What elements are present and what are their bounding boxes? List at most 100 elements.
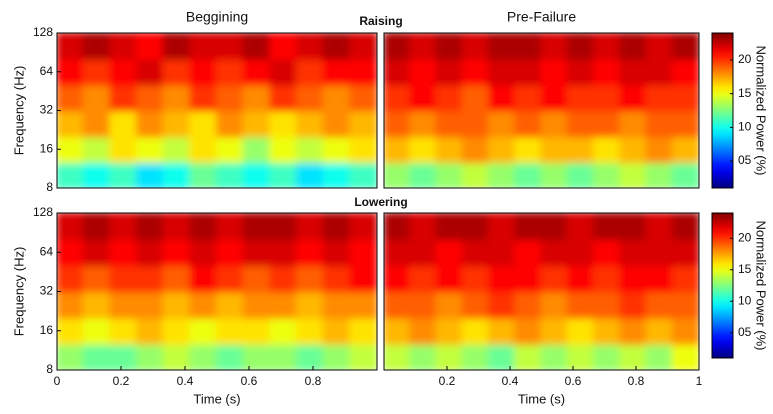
heatmap-cell <box>435 57 464 86</box>
heatmap-cell <box>162 161 192 188</box>
heatmap-cell <box>269 57 298 86</box>
heatmap-cell <box>162 83 192 112</box>
heatmap-cell <box>593 316 622 345</box>
heatmap-cell <box>514 83 543 112</box>
heatmap-cell <box>435 264 464 293</box>
heatmap-cell <box>322 316 352 345</box>
heatmap-cell <box>136 342 165 370</box>
heatmap-cell <box>57 213 85 241</box>
heatmap-cell <box>409 342 438 370</box>
heatmap-cell <box>296 109 325 138</box>
heatmap-cell <box>566 342 595 370</box>
heatmap-cell <box>82 135 112 164</box>
x-tick-label: 1 <box>696 374 703 388</box>
heatmap-cell <box>619 264 648 293</box>
heatmap-cell <box>566 161 595 188</box>
heatmap-cell <box>109 33 138 60</box>
heatmap-cell <box>349 290 377 319</box>
heatmap-cell <box>349 213 377 241</box>
heatmap-cell <box>384 213 412 241</box>
y-tick-label: 16 <box>40 141 54 155</box>
heatmap-cell <box>162 33 192 60</box>
heatmap-cell <box>216 316 245 345</box>
heatmap-cell <box>82 290 112 319</box>
heatmap-cell <box>409 213 438 241</box>
heatmap-cell <box>322 213 352 241</box>
heatmap-cell <box>645 213 674 241</box>
heatmap-cell <box>322 109 352 138</box>
row-title: Lowering <box>354 195 407 209</box>
heatmap-cell <box>109 238 138 267</box>
heatmap-cell <box>566 83 595 112</box>
heatmap-cell <box>242 316 272 345</box>
colorbar-tick-label: 20 <box>738 52 752 66</box>
heatmap-cell <box>82 316 112 345</box>
heatmap-cell <box>349 57 377 86</box>
heatmap-cell <box>136 57 165 86</box>
heatmap-cell <box>82 161 112 188</box>
heatmap-cell <box>269 290 298 319</box>
heatmap-cell <box>488 161 517 188</box>
heatmap-cell <box>189 290 218 319</box>
heatmap <box>57 33 377 188</box>
heatmap-cell <box>216 83 245 112</box>
heatmap-cell <box>242 264 272 293</box>
heatmap-cell <box>435 290 464 319</box>
heatmap-cell <box>671 57 699 86</box>
heatmap-cell <box>514 290 543 319</box>
heatmap-cell <box>461 213 490 241</box>
heatmap-cell <box>461 135 490 164</box>
heatmap-cell <box>671 264 699 293</box>
x-tick-label: 0.6 <box>565 374 582 388</box>
heatmap-cell <box>349 33 377 60</box>
heatmap-cell <box>461 238 490 267</box>
heatmap-cell <box>645 57 674 86</box>
colorbar-tick-label: 20 <box>738 230 752 244</box>
heatmap-cell <box>349 342 377 370</box>
x-tick-label: 0.8 <box>305 374 322 388</box>
heatmap-cell <box>619 213 648 241</box>
heatmap-cell <box>645 33 674 60</box>
heatmap-cell <box>461 161 490 188</box>
heatmap-cell <box>671 109 699 138</box>
x-tick-label: 0.2 <box>439 374 456 388</box>
heatmap-cell <box>514 238 543 267</box>
heatmap-cell <box>57 161 85 188</box>
colorbar-label: Normalized Power (%) <box>754 45 769 175</box>
colorbar <box>711 212 734 359</box>
heatmap-cell <box>435 342 464 370</box>
heatmap-cell <box>671 33 699 60</box>
heatmap-cell <box>540 83 569 112</box>
heatmap-cell <box>82 109 112 138</box>
plot-frame <box>383 212 700 371</box>
heatmap-cell <box>593 290 622 319</box>
heatmap-cell <box>619 238 648 267</box>
heatmap-cell <box>461 316 490 345</box>
heatmap-cell <box>593 83 622 112</box>
heatmap-cell <box>296 316 325 345</box>
heatmap-cell <box>645 290 674 319</box>
heatmap-cell <box>269 316 298 345</box>
heatmap-cell <box>435 316 464 345</box>
heatmap-cell <box>269 33 298 60</box>
heatmap <box>57 213 377 370</box>
heatmap-cell <box>296 33 325 60</box>
heatmap-cell <box>296 264 325 293</box>
heatmap-cell <box>645 264 674 293</box>
heatmap-cell <box>216 213 245 241</box>
heatmap-cell <box>619 83 648 112</box>
heatmap-cell <box>540 57 569 86</box>
heatmap-cell <box>461 83 490 112</box>
heatmap-cell <box>384 33 412 60</box>
heatmap-cell <box>82 213 112 241</box>
heatmap-cell <box>488 83 517 112</box>
heatmap-cell <box>384 57 412 86</box>
heatmap-cell <box>566 57 595 86</box>
heatmap-cell <box>566 316 595 345</box>
y-tick-label: 128 <box>33 205 53 219</box>
heatmap-cell <box>189 161 218 188</box>
heatmap-cell <box>514 135 543 164</box>
x-tick-label: 0.6 <box>241 374 258 388</box>
heatmap-cell <box>645 238 674 267</box>
